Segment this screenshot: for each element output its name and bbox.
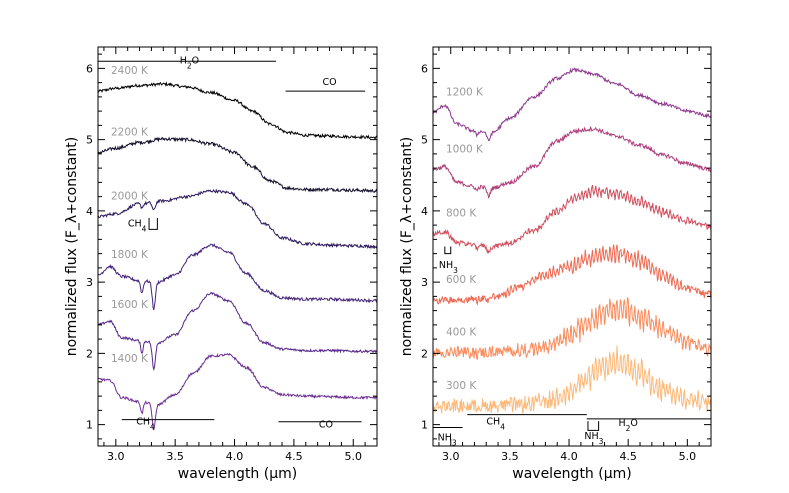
x-tick-label: 4.5	[285, 450, 303, 463]
x-axis-title: wavelength (μm)	[178, 466, 297, 482]
molecule-label: CH4	[128, 219, 147, 234]
left-panel: 2400 K 2200 K 2000 K 1800 K 1600 K 1400 K H2O C…	[64, 46, 378, 482]
y-tick-label: 3	[421, 276, 428, 289]
series-line-2000k	[98, 188, 377, 250]
y-tick-label: 6	[421, 62, 428, 75]
y-tick-label: 5	[86, 134, 93, 147]
temperature-label: 800 K	[446, 208, 477, 220]
axes-frame	[97, 46, 378, 447]
temperature-label: 2400 K	[111, 65, 149, 77]
series-line-2200k	[98, 136, 377, 194]
x-tick-label: 3.0	[107, 450, 125, 463]
x-tick-label: 4.5	[619, 450, 637, 463]
temperature-label: 300 K	[446, 380, 477, 392]
y-tick-label: 1	[421, 419, 428, 432]
temperature-label: 1000 K	[446, 144, 484, 156]
x-axis-title: wavelength (μm)	[512, 466, 631, 482]
y-tick-label: 4	[421, 205, 428, 218]
temperature-label: 600 K	[446, 274, 477, 286]
series-group	[433, 67, 711, 414]
right-panel: 1200 K 1000 K 800 K 600 K 400 K 300 K CH4 H2O NH…	[399, 46, 712, 482]
y-tick-label: 3	[86, 276, 93, 289]
molecule-label: CH4	[486, 417, 505, 432]
molecule-label: NH3	[439, 260, 458, 275]
temperature-label: 1600 K	[111, 299, 149, 311]
series-line-400k	[433, 297, 711, 360]
y-tick-label: 1	[86, 419, 93, 432]
series-line-1200k	[433, 67, 711, 142]
y-axis-title: normalized flux (F_λ+constant)	[399, 137, 415, 357]
series-line-600k	[433, 244, 711, 306]
x-tick-label: 5.0	[345, 450, 363, 463]
molecule-label: CH4	[136, 417, 155, 432]
temperature-label: 1400 K	[111, 353, 149, 365]
temperature-label: 2000 K	[111, 191, 149, 203]
x-tick-label: 4.0	[226, 450, 244, 463]
series-line-1800k	[98, 243, 377, 311]
series-line-300k	[433, 345, 711, 414]
molecule-label: NH3	[438, 432, 457, 447]
series-line-2400k	[98, 81, 377, 140]
x-tick-label: 4.0	[560, 450, 578, 463]
band-bracket	[587, 421, 600, 431]
series-line-800k	[433, 185, 711, 255]
molecule-label: H2O	[618, 418, 637, 433]
series-line-1000k	[433, 125, 711, 199]
temperature-label: 1800 K	[111, 249, 149, 261]
x-tick-label: 3.5	[501, 450, 519, 463]
molecule-label: CO	[319, 419, 333, 430]
molecule-label: NH3	[584, 431, 603, 446]
y-axis-title: normalized flux (F_λ+constant)	[64, 137, 80, 357]
x-tick-label: 3.0	[442, 450, 460, 463]
series-group	[98, 81, 377, 431]
temperature-label: 2200 K	[111, 126, 149, 138]
axes-frame	[432, 46, 712, 447]
molecule-label: CO	[322, 77, 336, 88]
y-tick-label: 2	[86, 347, 93, 360]
temperature-label: 1200 K	[446, 87, 484, 99]
series-line-1600k	[98, 292, 377, 372]
y-tick-label: 4	[86, 205, 93, 218]
molecule-label: H2O	[180, 55, 199, 69]
y-tick-label: 2	[421, 347, 428, 360]
series-line-1400k	[98, 352, 377, 431]
x-tick-label: 5.0	[679, 450, 697, 463]
x-tick-label: 3.5	[166, 450, 184, 463]
y-tick-label: 6	[86, 62, 93, 75]
band-bracket	[444, 246, 452, 255]
band-bracket	[148, 218, 158, 230]
y-tick-label: 5	[421, 134, 428, 147]
temperature-label: 400 K	[446, 327, 477, 339]
